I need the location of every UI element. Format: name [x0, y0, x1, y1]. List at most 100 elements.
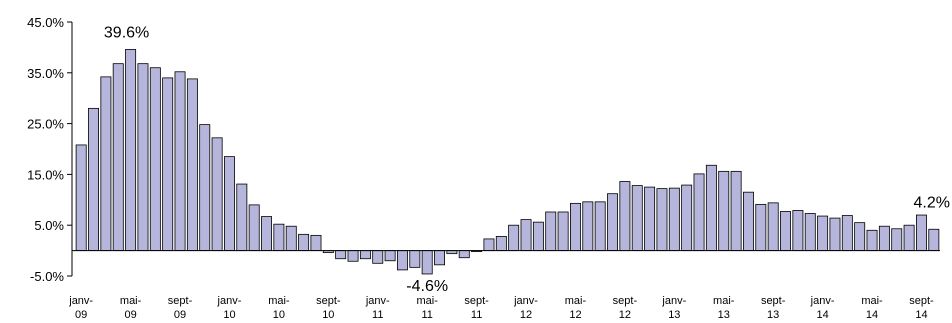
bar	[186, 78, 198, 251]
bar-series	[75, 49, 940, 275]
bar	[508, 224, 520, 251]
bar	[644, 186, 656, 252]
bar	[841, 215, 853, 252]
bar	[854, 222, 866, 252]
y-axis-ticks: 45.0% 35.0% 25.0% 15.0% 5.0% -5.0%	[27, 15, 72, 284]
x-tick-label: 10	[273, 309, 285, 321]
x-tick-label: mai-	[268, 295, 290, 307]
bar	[112, 63, 124, 252]
bar	[409, 250, 421, 268]
bar	[483, 238, 495, 251]
bar	[681, 184, 693, 252]
bar	[261, 216, 273, 251]
bar	[359, 250, 371, 260]
x-tick-label: janv-	[365, 295, 390, 307]
bar	[780, 211, 791, 251]
x-tick-label: 13	[767, 309, 779, 321]
x-tick-label: 12	[569, 309, 581, 321]
bar	[372, 250, 384, 264]
data-label: 39.6%	[104, 24, 149, 41]
x-tick-label: mai-	[713, 295, 735, 307]
bar	[767, 202, 779, 252]
bar	[434, 250, 446, 266]
bar	[384, 250, 396, 262]
bar	[532, 221, 544, 251]
data-labels: 39.6% -4.6% 4.2%	[104, 24, 950, 295]
bar	[88, 107, 100, 252]
bar	[125, 49, 137, 251]
bar	[236, 183, 248, 252]
bar	[866, 229, 878, 251]
data-label: -4.6%	[406, 278, 448, 295]
bar	[804, 213, 816, 252]
x-tick-label: janv-	[217, 295, 242, 307]
bar	[668, 187, 680, 251]
y-tick-label: 15.0%	[27, 167, 64, 182]
bar	[273, 223, 285, 251]
bar	[396, 250, 408, 271]
bar	[903, 224, 915, 251]
bar	[718, 170, 730, 252]
bar	[891, 228, 903, 251]
bar	[693, 173, 705, 251]
bar	[829, 217, 841, 251]
bar	[421, 250, 433, 275]
bar	[570, 202, 581, 252]
x-tick-label: sept-	[613, 295, 638, 307]
bar	[248, 204, 260, 252]
x-tick-label: mai-	[120, 295, 142, 307]
x-tick-label: 10	[223, 309, 235, 321]
x-tick-label: sept-	[316, 295, 341, 307]
bar	[458, 250, 470, 259]
x-tick-label: 11	[421, 309, 432, 321]
bar	[607, 193, 618, 251]
x-tick-label: 14	[915, 309, 927, 321]
x-tick-label: janv-	[68, 295, 93, 307]
y-tick-label: 5.0%	[34, 218, 64, 233]
x-tick-label: janv-	[513, 295, 538, 307]
x-tick-label: 13	[668, 309, 680, 321]
bar	[545, 211, 557, 252]
x-tick-label: sept-	[909, 295, 934, 307]
bar	[817, 215, 829, 251]
x-axis-labels: janv- 09 mai- 09 sept- 09 janv- 10 mai- 10 sept- 10…	[68, 295, 934, 321]
x-tick-label: mai-	[416, 295, 438, 307]
bar	[631, 185, 643, 251]
bar	[223, 156, 235, 251]
bar	[162, 77, 174, 251]
bar	[656, 188, 668, 251]
bar	[557, 211, 569, 252]
x-tick-label: 14	[866, 309, 878, 321]
y-tick-label: 45.0%	[27, 15, 64, 30]
bar	[594, 201, 606, 252]
x-tick-label: 13	[718, 309, 730, 321]
bar	[743, 191, 754, 251]
y-tick-label: -5.0%	[30, 269, 64, 284]
x-tick-label: sept-	[464, 295, 489, 307]
x-tick-label: 09	[75, 309, 87, 321]
bar	[149, 67, 161, 252]
bar	[174, 71, 186, 252]
x-tick-label: janv-	[810, 295, 835, 307]
x-tick-label: 14	[816, 309, 828, 321]
x-tick-label: mai-	[861, 295, 883, 307]
x-tick-label: 10	[322, 309, 334, 321]
bar	[335, 250, 347, 260]
bar	[495, 235, 507, 252]
bar	[755, 203, 767, 251]
x-tick-label: 12	[520, 309, 532, 321]
bar	[298, 233, 310, 251]
x-tick-label: sept-	[168, 295, 193, 307]
x-tick-label: 11	[471, 309, 482, 321]
x-tick-label: 09	[174, 309, 186, 321]
bar	[310, 234, 322, 252]
bar	[705, 164, 717, 251]
bar	[730, 170, 742, 252]
x-tick-label: sept-	[761, 295, 786, 307]
bar	[75, 144, 87, 252]
x-tick-label: janv-	[661, 295, 686, 307]
bar	[928, 228, 940, 251]
bar	[792, 210, 804, 252]
x-tick-label: 09	[124, 309, 136, 321]
